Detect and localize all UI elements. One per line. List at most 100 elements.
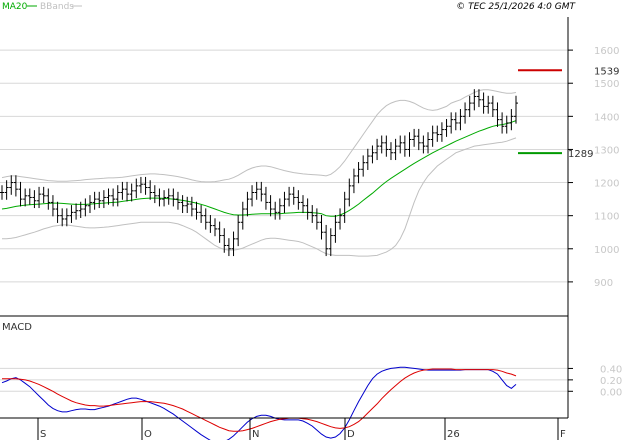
price-bar (101, 190, 106, 209)
price-bar (449, 112, 454, 134)
price-bar (69, 205, 74, 223)
price-bar (500, 112, 505, 134)
price-bars (0, 89, 518, 257)
level-label-1539: 1539 (594, 66, 619, 77)
price-tick-label: 1200 (594, 179, 619, 190)
price-bar (27, 188, 32, 205)
price-tick-label: 900 (594, 278, 613, 289)
price-bar (180, 195, 185, 214)
price-bar (291, 186, 296, 205)
price-bar (305, 198, 310, 220)
price-bar (231, 231, 236, 257)
month-label: F (560, 429, 566, 440)
price-bar (125, 181, 130, 202)
price-bar (166, 188, 171, 205)
price-bar (18, 181, 23, 207)
price-bar (361, 155, 366, 177)
price-bar (435, 125, 440, 142)
price-tick-label: 1100 (594, 212, 619, 223)
price-bar (481, 92, 486, 114)
price-bar (393, 138, 398, 161)
price-bar (78, 201, 83, 218)
bb-lower-line (2, 137, 517, 257)
month-label: S (40, 429, 46, 440)
price-bar (277, 198, 282, 220)
macd-lines (1, 366, 517, 440)
price-bar (236, 215, 241, 247)
price-levels: 1539 1289 (518, 66, 619, 160)
price-bar (189, 196, 194, 217)
macd-panel: MACD 0.000.200.40 (0, 322, 622, 440)
ma20-path (1, 120, 517, 217)
level-label-1289: 1289 (568, 149, 593, 160)
price-bar (476, 89, 481, 108)
price-bar (328, 228, 333, 257)
price-bar (185, 196, 190, 214)
macd-grid (0, 367, 573, 392)
macd-y-axis: 0.000.200.40 (600, 364, 622, 398)
price-bar (365, 148, 370, 170)
price-bar (453, 112, 458, 131)
price-bar (208, 215, 213, 233)
price-bar (46, 188, 51, 210)
macd-tick-label: 0.00 (600, 387, 622, 398)
price-bar (222, 228, 227, 253)
macd-tick-label: 0.40 (600, 364, 622, 375)
price-tick-label: 1300 (594, 145, 619, 156)
price-bar (351, 168, 356, 194)
price-bar (296, 190, 301, 210)
price-bar (486, 95, 491, 114)
price-bar (254, 181, 259, 200)
price-bar (245, 191, 250, 217)
price-bar (430, 125, 435, 147)
price-bar (199, 205, 204, 223)
price-bar (240, 201, 245, 230)
price-bar (217, 221, 222, 243)
price-bar (370, 145, 375, 164)
price-bar (120, 181, 125, 200)
price-bar (439, 122, 444, 142)
price-bar (375, 138, 380, 161)
copyright-text: © TEC 25/1/2026 4:0 GMT (456, 2, 576, 12)
price-tick-label: 1600 (594, 46, 619, 57)
price-bar (60, 208, 65, 227)
price-tick-label: 1500 (594, 79, 619, 90)
price-bar (490, 95, 495, 117)
ma20-line (1, 120, 517, 217)
price-bar (175, 191, 180, 210)
macd-line (1, 366, 517, 440)
price-bar (444, 118, 449, 137)
legend-ma20: MA20 (2, 2, 28, 12)
price-bar (115, 185, 120, 207)
price-bar (74, 203, 79, 220)
price-bar (143, 176, 148, 195)
price-bar (347, 178, 352, 207)
price-bar (226, 238, 231, 257)
price-bar (157, 188, 162, 207)
price-bar (148, 180, 153, 200)
price-bar (338, 208, 343, 230)
price-bar (152, 185, 157, 204)
price-bar (398, 135, 403, 154)
price-bar (171, 188, 176, 207)
chart-legend: MA20 BBands (2, 2, 82, 12)
price-bar (495, 102, 500, 127)
price-bar (92, 191, 97, 210)
month-label: N (252, 429, 259, 440)
price-bar (342, 191, 347, 223)
price-bar (458, 109, 463, 131)
price-bar (300, 195, 305, 214)
legend-bbands: BBands (40, 2, 74, 12)
month-label: D (347, 429, 355, 440)
price-bar (32, 190, 37, 209)
price-bar (4, 180, 9, 200)
price-bar (287, 186, 292, 207)
price-y-axis: 900 1000 1100 1200 1300 1400 1500 1600 (594, 46, 619, 289)
price-bar (162, 190, 167, 207)
price-bar (388, 142, 393, 161)
price-bar (41, 186, 46, 204)
price-bar (213, 218, 218, 237)
price-bar (324, 224, 329, 257)
price-panel: 900 1000 1100 1200 1300 1400 1500 1600 1539 1289 (0, 17, 619, 315)
